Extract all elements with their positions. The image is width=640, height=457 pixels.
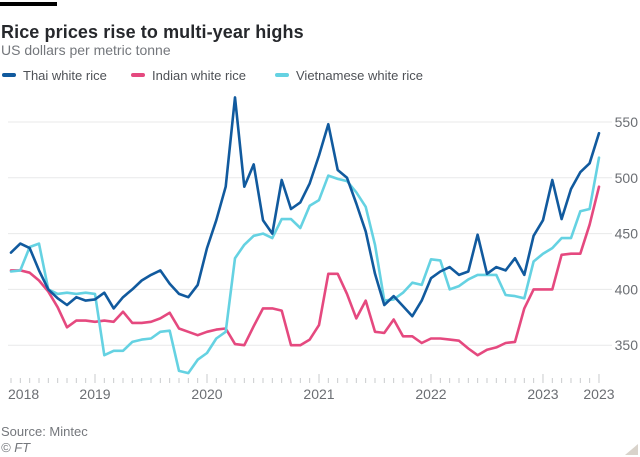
chart-title: Rice prices rise to multi-year highs [1, 22, 304, 43]
vietnamese-price-line [9, 156, 601, 375]
x-axis-label: 2022 [415, 386, 446, 402]
x-axis-label: 2019 [79, 386, 110, 402]
x-axis-label: 2018 [8, 386, 39, 402]
corner-decoration [625, 444, 638, 455]
legend: Thai white rice Indian white rice Vietna… [0, 66, 640, 84]
legend-label-indian: Indian white rice [152, 67, 246, 83]
legend-item-indian: Indian white rice [131, 66, 246, 84]
thai-line-swatch [2, 73, 16, 77]
indian-price-line [9, 185, 601, 357]
legend-item-thai: Thai white rice [2, 66, 107, 84]
x-axis-end-label: 2023 [583, 386, 614, 402]
y-axis-label: 550 [615, 114, 639, 130]
y-axis-label: 400 [615, 281, 639, 297]
source-note: Source: Mintec [1, 424, 88, 439]
legend-label-thai: Thai white rice [23, 67, 107, 83]
indian-line-swatch [131, 73, 145, 77]
y-axis-label: 350 [615, 337, 639, 353]
x-axis-label: 2021 [303, 386, 334, 402]
x-axis-label: 2023 [527, 386, 558, 402]
thai-price-line [9, 96, 601, 318]
x-axis-label: 2020 [191, 386, 222, 402]
chart-subtitle: US dollars per metric tonne [1, 42, 171, 58]
vietnamese-line-swatch [275, 73, 289, 77]
ft-copyright: © FT [1, 440, 31, 455]
legend-item-vietnamese: Vietnamese white rice [275, 66, 423, 84]
legend-label-vietnamese: Vietnamese white rice [296, 67, 423, 83]
title-accent-bar [0, 2, 57, 6]
y-axis-label: 500 [615, 170, 639, 186]
y-axis-label: 450 [615, 226, 639, 242]
